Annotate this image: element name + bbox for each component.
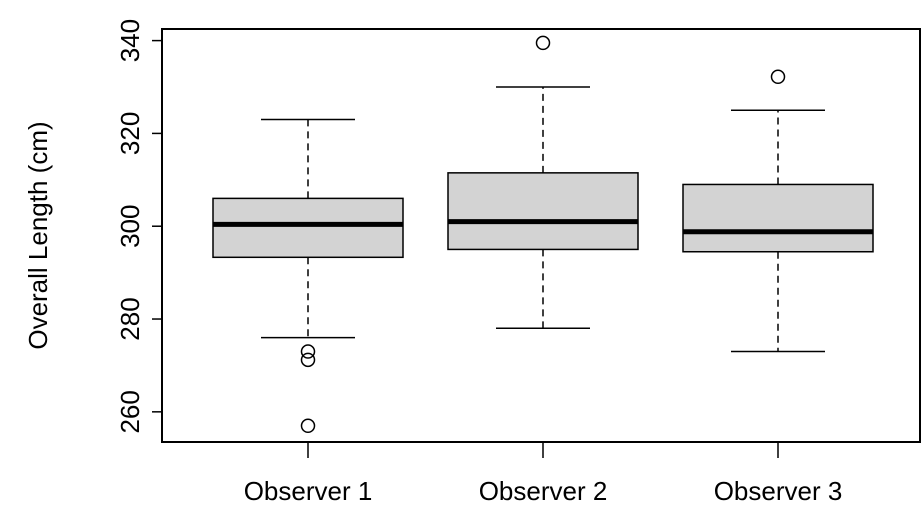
outlier-point: [300, 352, 316, 368]
boxes: [212, 35, 874, 434]
outlier-point: [300, 418, 316, 434]
y-axis-title: Overall Length (cm): [23, 121, 53, 349]
iqr-box: [447, 172, 639, 251]
x-tick-label: Observer 3: [714, 476, 843, 506]
outlier-point: [535, 35, 551, 51]
x-tick-label: Observer 2: [479, 476, 608, 506]
plot-frame: [161, 28, 921, 443]
outlier-point: [300, 344, 316, 359]
iqr-box: [212, 197, 404, 259]
box-3: [682, 69, 874, 353]
y-axis: 260 280 300 320 340: [115, 19, 162, 434]
y-tick-label: 340: [115, 19, 145, 62]
y-tick-label: 320: [115, 112, 145, 155]
y-tick-label: 260: [115, 390, 145, 433]
y-tick-label: 300: [115, 205, 145, 248]
box-1: [212, 118, 404, 434]
x-axis: Observer 1 Observer 2 Observer 3: [244, 442, 843, 506]
y-tick-label: 280: [115, 297, 145, 340]
iqr-box: [682, 183, 874, 253]
x-tick-label: Observer 1: [244, 476, 373, 506]
outlier-point: [770, 69, 786, 85]
box-2: [447, 35, 639, 330]
